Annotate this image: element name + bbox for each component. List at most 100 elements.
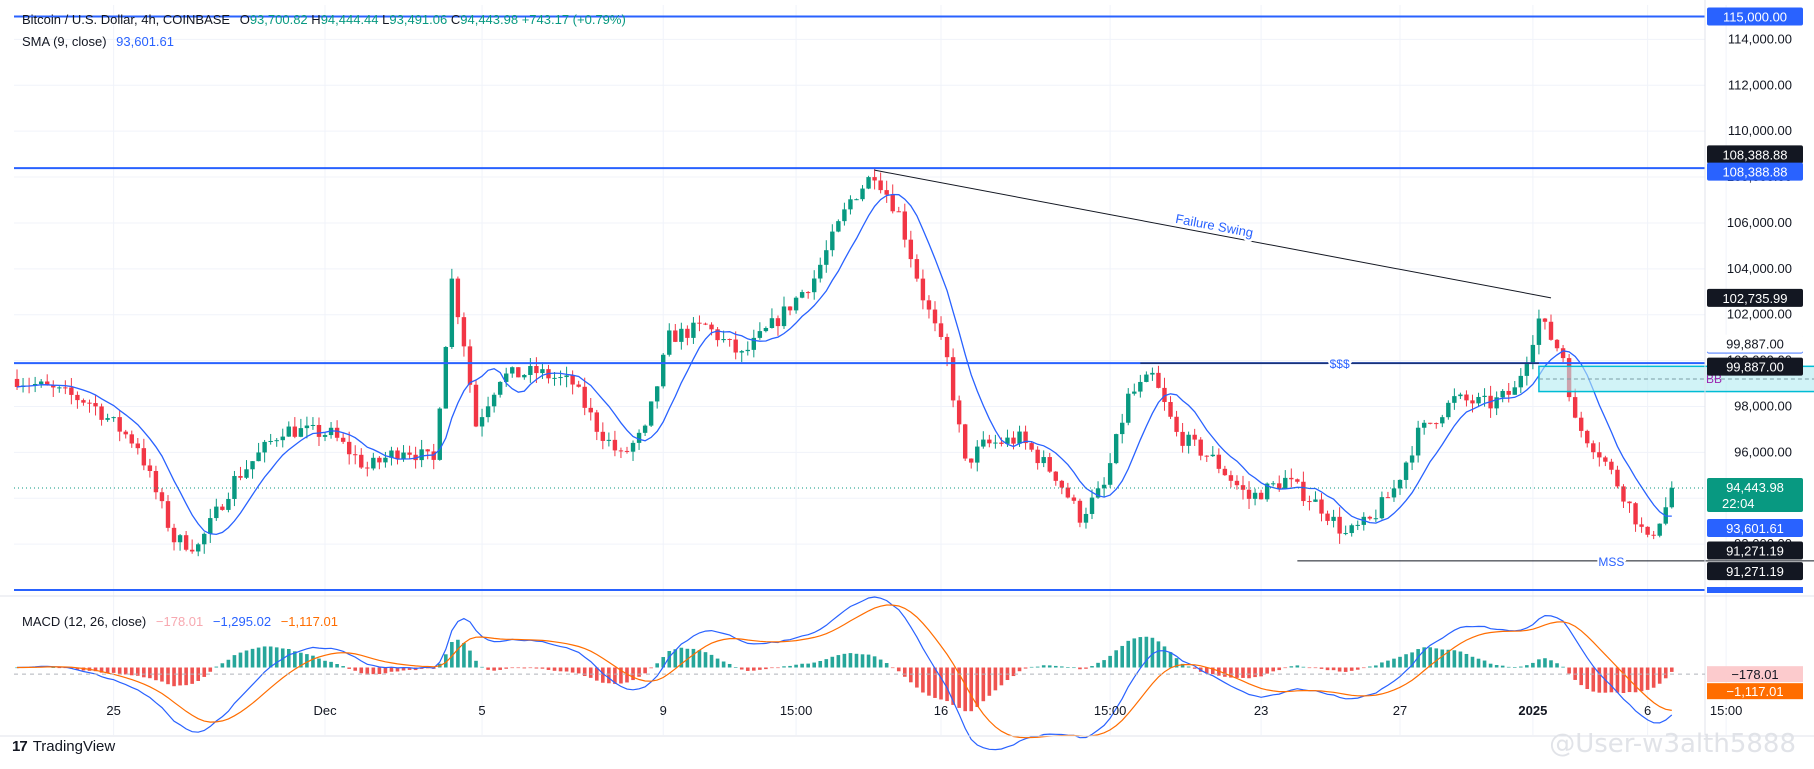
candle-body [1156, 372, 1161, 388]
macd-label: MACD (12, 26, close) [22, 614, 147, 629]
macd-hist-bar [1422, 647, 1426, 668]
macd-hist-bar [1464, 653, 1469, 668]
macd-hist-bar [1120, 645, 1125, 668]
macd-hist-bar [1301, 666, 1306, 668]
macd-hist-bar [739, 667, 744, 670]
candle-body [1530, 344, 1536, 363]
macd-hist-bar [860, 654, 865, 668]
candle-body [1258, 492, 1264, 500]
candle-body [1597, 452, 1602, 458]
macd-hist-bar [486, 667, 490, 670]
macd-hist-bar [1470, 656, 1475, 668]
liquidity-label: $$$ [1330, 357, 1350, 371]
macd-hist-bar [1265, 667, 1269, 674]
macd-hist-bar [878, 659, 883, 668]
mss-tag-bg [1707, 562, 1803, 581]
candle-body [534, 366, 539, 374]
candle-body [1059, 480, 1065, 488]
candle-body [220, 506, 225, 510]
failure-swing-line [874, 169, 1552, 299]
macd-hist-bar [1283, 667, 1288, 669]
candle-body [805, 292, 811, 294]
change-value: +743.17 (+0.79%) [521, 12, 626, 27]
macd-hist-bar [1500, 665, 1505, 668]
macd-hist-bar [1114, 650, 1118, 668]
macd-hist-bar [142, 667, 146, 678]
tradingview-brand[interactable]: 17 TradingView [12, 738, 115, 755]
macd-hist-bar [1597, 667, 1602, 693]
candle-body [340, 437, 346, 442]
candle-body [286, 426, 291, 437]
candle-body [377, 457, 382, 463]
macd-hist-bar [214, 666, 219, 668]
time-tick-label: 15:00 [780, 703, 813, 718]
macd-hist-bar [1150, 637, 1155, 668]
candle-body [105, 418, 110, 420]
candle-body [1621, 486, 1626, 502]
candle-body [987, 439, 992, 444]
macd-hist-bar [450, 641, 454, 668]
candle-body [1295, 479, 1300, 482]
macd-hist-bar [202, 667, 207, 677]
macd-hist-bar [1657, 667, 1662, 684]
candle-body [1603, 457, 1608, 462]
candle-body [99, 406, 104, 420]
candle-body [1633, 503, 1638, 525]
macd-hist-bar [1017, 667, 1022, 672]
candle-body [799, 292, 805, 298]
macd-hist-bar [540, 667, 545, 669]
candle-body [1029, 443, 1034, 450]
candle-body [1126, 393, 1131, 423]
candle-body [836, 221, 841, 232]
candle-body [1089, 497, 1095, 514]
macd-hist-bar [274, 647, 279, 668]
macd-hist-bar [1343, 667, 1348, 672]
macd-hist-bar [1349, 667, 1354, 671]
candle-body [129, 434, 134, 444]
macd-hist-bar [1567, 667, 1571, 674]
macd-hist-bar [975, 667, 980, 707]
candle-body [1174, 416, 1179, 432]
macd-hist-bar [842, 653, 847, 668]
candle-body [576, 384, 581, 387]
candle-body [467, 346, 473, 385]
macd-hist-bar [1126, 640, 1131, 668]
candle-body [497, 381, 503, 395]
macd-hist-bar [643, 667, 647, 674]
macd-hist-bar [534, 667, 539, 669]
macd-hist-bar [1168, 652, 1173, 668]
macd-hist-bar [1313, 667, 1318, 669]
candle-body [431, 451, 436, 460]
low-label: L93,491.06 [382, 12, 448, 27]
candle-body [564, 375, 569, 378]
macd-hist-bar [299, 652, 303, 668]
candle-body [274, 440, 279, 442]
macd-hist-bar [528, 667, 533, 669]
macd-hist-bar [613, 667, 617, 684]
candle-body [1651, 534, 1656, 536]
macd-hist-bar [1066, 667, 1070, 668]
candle-body [981, 439, 986, 447]
candle-body [1415, 427, 1421, 456]
macd-hist-bar [1585, 667, 1590, 690]
price-tick-label: 110,000.00 [1728, 123, 1792, 138]
macd-hist-bar [123, 667, 128, 675]
candle-body [353, 454, 358, 456]
macd-hist-bar [226, 659, 231, 668]
candle-body [1071, 497, 1077, 501]
macd-hist-bar [148, 667, 152, 679]
candle-body [304, 425, 310, 429]
macd-hist-bar [637, 667, 641, 677]
macd-hist-bar [498, 667, 502, 670]
candle-body [854, 199, 859, 201]
time-tick-label: 2025 [1518, 703, 1547, 718]
candle-body [745, 349, 750, 352]
candle-body [1542, 318, 1548, 322]
macd-hist-bar [969, 667, 974, 712]
macd-hist-bar [1669, 667, 1674, 672]
macd-hist-bar [220, 663, 225, 668]
macd-hist-bar [480, 666, 484, 668]
macd-hist-bar [232, 655, 237, 668]
candle-body [781, 306, 787, 327]
